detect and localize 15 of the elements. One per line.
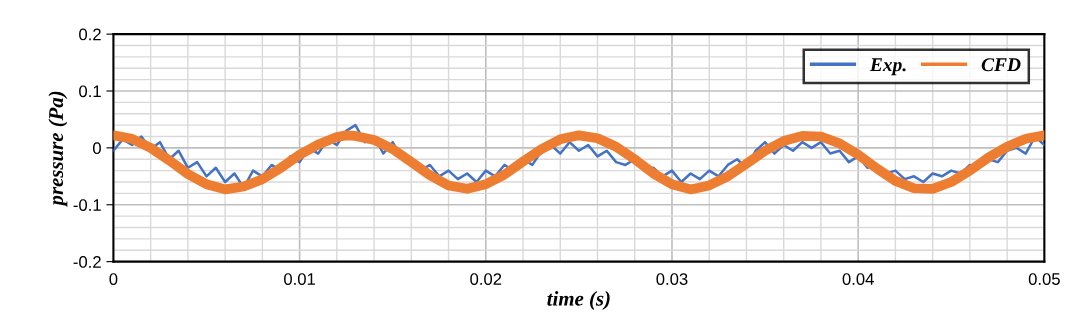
- x-tick-label: 0.04: [842, 273, 874, 285]
- x-tick-label: 0.05: [1028, 273, 1060, 285]
- x-tick-label: 0.02: [470, 273, 502, 285]
- x-tick-label: 0.03: [656, 273, 688, 285]
- x-tick-label: 0: [109, 273, 118, 285]
- legend-label: Exp.: [869, 58, 906, 76]
- y-axis-title: pressure (Pa): [48, 91, 68, 207]
- y-tick-label: -0.1: [73, 199, 101, 211]
- y-tick-label: -0.2: [73, 256, 101, 268]
- y-tick-label: 0.2: [79, 28, 101, 41]
- legend-label: CFD: [981, 58, 1021, 72]
- y-tick-label: 0: [92, 142, 101, 155]
- x-axis-title: time (s): [547, 291, 610, 310]
- y-tick-label: 0.1: [79, 85, 101, 98]
- x-tick-label: 0.01: [284, 273, 315, 285]
